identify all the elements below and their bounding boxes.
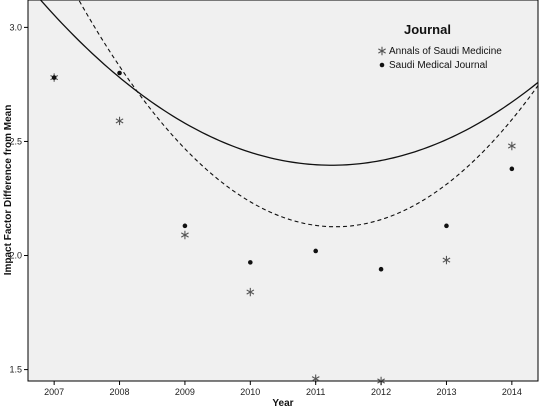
point-s0-2010 <box>246 287 255 297</box>
x-axis-ticks: 2007 2008 2009 2010 2011 2012 2013 2014 <box>44 381 522 397</box>
x-tick-label-2010: 2010 <box>240 387 260 397</box>
point-s1-2012 <box>378 266 384 272</box>
fit-line-1 <box>39 0 538 166</box>
point-s1-2007 <box>51 75 57 80</box>
y-tick-label-1: 2.0 <box>9 251 22 261</box>
y-tick-label-0: 1.5 <box>9 365 22 375</box>
point-s1-2013 <box>444 223 449 229</box>
point-s0-2011 <box>311 374 320 383</box>
legend-dot-icon <box>379 62 385 68</box>
point-s0-2009 <box>181 230 189 240</box>
point-s0-2008 <box>115 116 124 126</box>
legend-marker-annals <box>378 46 386 56</box>
point-s0-2013 <box>442 255 451 265</box>
x-tick-label-2011: 2011 <box>306 387 325 397</box>
point-s1-2010 <box>248 260 253 265</box>
x-tick-label-2008: 2008 <box>110 387 130 397</box>
x-tick-label-2012: 2012 <box>371 387 391 397</box>
x-tick-label-2014: 2014 <box>502 387 522 397</box>
point-s1-2011 <box>313 248 318 254</box>
legend-marker-smj <box>379 62 385 68</box>
fit-line-0 <box>78 0 538 228</box>
point-s1-2014 <box>509 166 515 172</box>
point-s1-2008 <box>117 70 122 76</box>
plot-area <box>27 0 539 382</box>
legend-label-smj: Saudi Medical Journal <box>389 60 487 71</box>
point-s1-2009 <box>182 223 188 229</box>
x-tick-label-2007: 2007 <box>44 387 64 397</box>
legend: Journal Annals of Saudi Medicine Saudi M… <box>378 22 502 71</box>
x-tick-label-2009: 2009 <box>175 387 195 397</box>
x-axis-label: Year <box>272 398 293 409</box>
point-s0-2014 <box>507 141 516 151</box>
y-axis-ticks: 1.5 2.0 2.5 3.0 <box>9 22 28 375</box>
legend-star-icon <box>378 46 386 56</box>
legend-title: Journal <box>404 22 451 37</box>
y-tick-label-2: 2.5 <box>9 136 22 146</box>
fit-curves <box>39 0 538 228</box>
y-tick-label-3: 3.0 <box>9 22 22 32</box>
legend-label-annals: Annals of Saudi Medicine <box>389 46 502 57</box>
y-axis-label: Impact Factor Difference from Mean <box>3 105 14 276</box>
x-tick-label-2013: 2013 <box>436 387 456 397</box>
